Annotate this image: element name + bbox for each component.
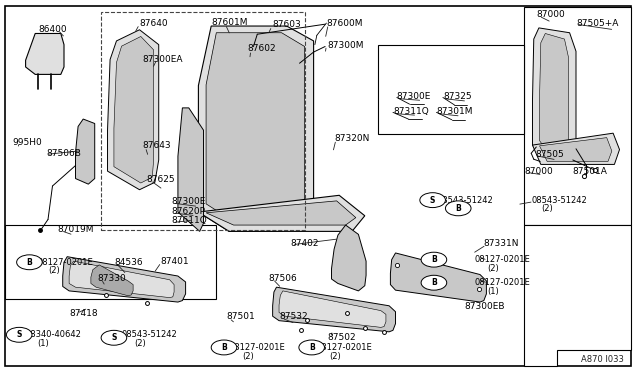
Polygon shape bbox=[206, 201, 356, 225]
Text: 08127-0201E: 08127-0201E bbox=[475, 255, 531, 264]
Polygon shape bbox=[279, 291, 386, 327]
Text: (2): (2) bbox=[488, 264, 499, 273]
Text: 08543-51242: 08543-51242 bbox=[531, 196, 587, 205]
FancyBboxPatch shape bbox=[5, 225, 216, 299]
Text: 87301M: 87301M bbox=[436, 107, 473, 116]
Polygon shape bbox=[524, 225, 631, 366]
Text: B: B bbox=[431, 255, 436, 264]
Text: 84536: 84536 bbox=[114, 258, 143, 267]
Text: S: S bbox=[111, 333, 116, 342]
Polygon shape bbox=[206, 33, 305, 220]
Text: 08543-51242: 08543-51242 bbox=[122, 330, 177, 339]
Circle shape bbox=[421, 275, 447, 290]
Polygon shape bbox=[69, 261, 174, 298]
Text: 87401: 87401 bbox=[160, 257, 189, 266]
Text: 08127-0201E: 08127-0201E bbox=[317, 343, 372, 352]
Polygon shape bbox=[178, 108, 204, 231]
Text: 08127-0201E: 08127-0201E bbox=[37, 258, 93, 267]
Text: A870 I033: A870 I033 bbox=[581, 355, 624, 364]
Polygon shape bbox=[76, 119, 95, 184]
Text: (2): (2) bbox=[541, 204, 552, 213]
Text: 87300EB: 87300EB bbox=[465, 302, 505, 311]
Text: B: B bbox=[456, 204, 461, 213]
Circle shape bbox=[445, 201, 471, 216]
Text: 08127-0201E: 08127-0201E bbox=[475, 278, 531, 287]
Text: 87300M: 87300M bbox=[328, 41, 364, 50]
Text: (2): (2) bbox=[49, 266, 60, 275]
Text: 87505: 87505 bbox=[535, 150, 564, 159]
FancyBboxPatch shape bbox=[378, 45, 524, 134]
Text: 87501A: 87501A bbox=[573, 167, 607, 176]
Polygon shape bbox=[26, 33, 64, 74]
Polygon shape bbox=[63, 257, 186, 302]
Text: (2): (2) bbox=[242, 352, 253, 361]
Text: 87625: 87625 bbox=[146, 175, 175, 184]
Text: S: S bbox=[17, 330, 22, 339]
Text: 87300EA: 87300EA bbox=[142, 55, 182, 64]
Text: 87601M: 87601M bbox=[211, 18, 248, 27]
Text: (1): (1) bbox=[37, 339, 49, 348]
Text: 87600M: 87600M bbox=[326, 19, 363, 28]
Circle shape bbox=[420, 193, 445, 208]
Text: S: S bbox=[430, 196, 435, 205]
Polygon shape bbox=[532, 133, 620, 164]
Circle shape bbox=[6, 327, 32, 342]
Text: 87620P: 87620P bbox=[172, 207, 205, 216]
Text: 87300E: 87300E bbox=[172, 197, 206, 206]
Circle shape bbox=[101, 330, 127, 345]
Text: 87505+A: 87505+A bbox=[576, 19, 618, 28]
Polygon shape bbox=[273, 287, 396, 332]
Text: 87019M: 87019M bbox=[58, 225, 94, 234]
Polygon shape bbox=[532, 28, 576, 164]
Polygon shape bbox=[198, 26, 314, 231]
Text: 87611Q: 87611Q bbox=[172, 217, 207, 225]
Text: 87325: 87325 bbox=[443, 92, 472, 101]
Text: 87000: 87000 bbox=[536, 10, 565, 19]
Circle shape bbox=[299, 340, 324, 355]
Text: (1): (1) bbox=[488, 287, 499, 296]
Polygon shape bbox=[390, 253, 486, 302]
FancyBboxPatch shape bbox=[5, 6, 631, 366]
Text: 08127-0201E: 08127-0201E bbox=[229, 343, 285, 352]
Text: 87311Q: 87311Q bbox=[393, 107, 429, 116]
Polygon shape bbox=[91, 265, 133, 296]
Text: 995H0: 995H0 bbox=[13, 138, 42, 147]
FancyBboxPatch shape bbox=[524, 7, 631, 225]
Text: B: B bbox=[27, 258, 32, 267]
Text: 87501: 87501 bbox=[227, 312, 255, 321]
Text: 87402: 87402 bbox=[291, 239, 319, 248]
Circle shape bbox=[211, 340, 237, 355]
Text: 87602: 87602 bbox=[248, 44, 276, 53]
Polygon shape bbox=[540, 33, 568, 158]
Circle shape bbox=[17, 255, 42, 270]
Text: 86400: 86400 bbox=[38, 25, 67, 34]
Text: 87506B: 87506B bbox=[46, 149, 81, 158]
Polygon shape bbox=[114, 36, 154, 183]
Text: (2): (2) bbox=[329, 352, 340, 361]
Text: B: B bbox=[221, 343, 227, 352]
Text: 87320N: 87320N bbox=[334, 134, 369, 143]
Text: B: B bbox=[431, 278, 436, 287]
Text: 08340-40642: 08340-40642 bbox=[26, 330, 81, 339]
Text: 87000: 87000 bbox=[525, 167, 554, 176]
Polygon shape bbox=[198, 195, 365, 231]
Text: 87502: 87502 bbox=[328, 333, 356, 341]
Polygon shape bbox=[540, 138, 612, 161]
Polygon shape bbox=[332, 225, 366, 291]
Text: 87603: 87603 bbox=[272, 20, 301, 29]
Text: 08543-51242: 08543-51242 bbox=[438, 196, 493, 205]
Circle shape bbox=[421, 252, 447, 267]
Polygon shape bbox=[108, 30, 159, 190]
Text: (2): (2) bbox=[451, 204, 462, 213]
Text: 87640: 87640 bbox=[140, 19, 168, 28]
Text: 87506: 87506 bbox=[269, 274, 298, 283]
Text: 87643: 87643 bbox=[142, 141, 171, 150]
Text: 87418: 87418 bbox=[69, 309, 98, 318]
Text: 87300E: 87300E bbox=[397, 92, 431, 101]
Text: 87532: 87532 bbox=[279, 312, 308, 321]
Text: 87330: 87330 bbox=[97, 274, 126, 283]
Text: B: B bbox=[309, 343, 314, 352]
Text: 87331N: 87331N bbox=[484, 239, 519, 248]
Text: (2): (2) bbox=[134, 339, 146, 348]
